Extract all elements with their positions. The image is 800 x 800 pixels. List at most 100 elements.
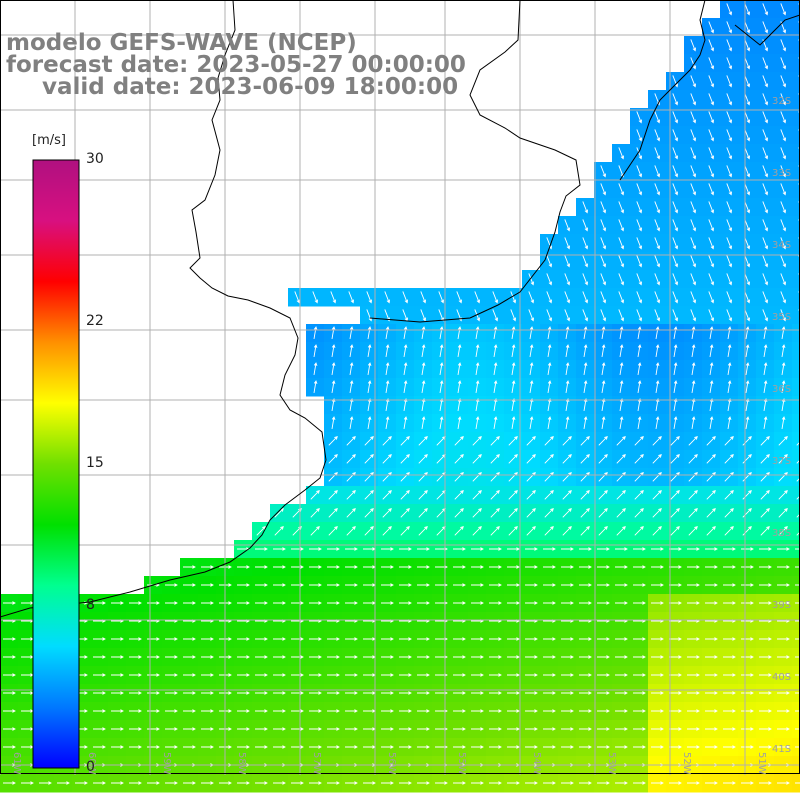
wind-arrow: [744, 219, 751, 232]
colorbar-tick-label: 8: [86, 596, 95, 613]
wind-arrow: [273, 637, 286, 641]
wind-arrow: [651, 565, 664, 569]
wind-arrow: [400, 490, 410, 500]
wind-arrow: [615, 655, 628, 659]
wind-arrow: [708, 111, 715, 124]
wind-arrow: [633, 565, 646, 569]
wind-arrow: [723, 565, 736, 569]
wind-arrow: [93, 601, 106, 605]
wind-arrow: [636, 219, 643, 232]
wind-arrow: [493, 362, 498, 375]
wind-arrow: [529, 326, 534, 339]
colorbar-tick-label: 15: [86, 455, 104, 471]
wind-arrow: [565, 326, 570, 339]
wind-arrow: [597, 637, 610, 641]
wind-arrow: [273, 601, 286, 605]
lon-tick-label: 56W: [386, 752, 397, 775]
wind-arrow: [129, 691, 142, 695]
wind-arrow: [345, 709, 358, 713]
wind-arrow: [237, 709, 250, 713]
wind-arrow: [309, 745, 322, 749]
wind-speed-cell: [792, 144, 800, 163]
wind-arrow: [471, 601, 484, 605]
wind-arrow: [183, 727, 196, 731]
wind-arrow: [291, 547, 304, 551]
wind-arrow: [471, 673, 484, 677]
wind-arrow: [564, 255, 571, 268]
wind-arrow: [345, 565, 358, 569]
wind-arrow: [237, 673, 250, 677]
wind-arrow: [400, 454, 410, 464]
wind-arrow: [744, 309, 751, 322]
wind-arrow: [709, 416, 714, 429]
wind-arrow: [687, 583, 700, 587]
wind-arrow: [201, 781, 214, 785]
wind-arrow: [237, 655, 250, 659]
wind-arrow: [381, 709, 394, 713]
wind-arrow: [616, 508, 626, 518]
wind-arrow: [669, 691, 682, 695]
wind-arrow: [399, 583, 412, 587]
wind-arrow: [421, 362, 426, 375]
wind-arrow: [439, 398, 444, 411]
wind-arrow: [582, 237, 589, 250]
wind-arrow: [543, 781, 556, 785]
lat-tick-label: 34S: [772, 240, 791, 251]
lat-tick-label: 33S: [772, 168, 791, 179]
wind-arrow: [454, 436, 464, 446]
wind-arrow: [745, 344, 750, 357]
wind-arrow: [705, 691, 718, 695]
wind-arrow: [741, 637, 754, 641]
wind-arrow: [417, 673, 430, 677]
wind-arrow: [525, 709, 538, 713]
wind-arrow: [382, 436, 392, 446]
wind-arrow: [255, 745, 268, 749]
wind-arrow: [528, 309, 535, 322]
wind-arrow: [309, 781, 322, 785]
wind-arrow: [777, 781, 790, 785]
wind-arrow: [615, 673, 628, 677]
wind-arrow: [255, 709, 268, 713]
lon-tick-label: 53W: [606, 752, 617, 775]
wind-arrow: [547, 416, 552, 429]
wind-arrow: [507, 691, 520, 695]
wind-arrow: [165, 781, 178, 785]
wind-arrow: [439, 416, 444, 429]
wind-arrow: [580, 454, 590, 464]
wind-arrow: [93, 745, 106, 749]
wind-arrow: [183, 637, 196, 641]
wind-arrow: [618, 309, 625, 322]
wind-arrow: [457, 416, 462, 429]
wind-arrow: [346, 490, 356, 500]
wind-arrow: [528, 273, 535, 286]
wind-arrow: [708, 255, 715, 268]
wind-arrow: [507, 727, 520, 731]
wind-arrow: [183, 691, 196, 695]
wind-arrow: [759, 601, 772, 605]
lon-tick-label: 55W: [456, 752, 467, 775]
wind-arrow: [669, 709, 682, 713]
wind-arrow: [367, 326, 372, 339]
wind-arrow: [691, 416, 696, 429]
wind-arrow: [580, 508, 590, 518]
wind-arrow: [471, 547, 484, 551]
wind-arrow: [399, 655, 412, 659]
wind-arrow: [493, 344, 498, 357]
wind-arrow: [417, 691, 430, 695]
wind-arrow: [547, 398, 552, 411]
wind-arrow: [129, 709, 142, 713]
wind-arrow: [777, 655, 790, 659]
wind-arrow: [561, 727, 574, 731]
wind-arrow: [597, 547, 610, 551]
wind-arrow: [544, 436, 554, 446]
wind-arrow: [526, 508, 536, 518]
wind-arrow: [39, 781, 52, 785]
wind-arrow: [421, 398, 426, 411]
wind-arrow: [759, 655, 772, 659]
wind-arrow: [472, 526, 482, 536]
wind-arrow: [3, 745, 16, 749]
wind-arrow: [759, 691, 772, 695]
wind-arrow: [655, 326, 660, 339]
wind-arrow: [382, 454, 392, 464]
wind-arrow: [759, 583, 772, 587]
